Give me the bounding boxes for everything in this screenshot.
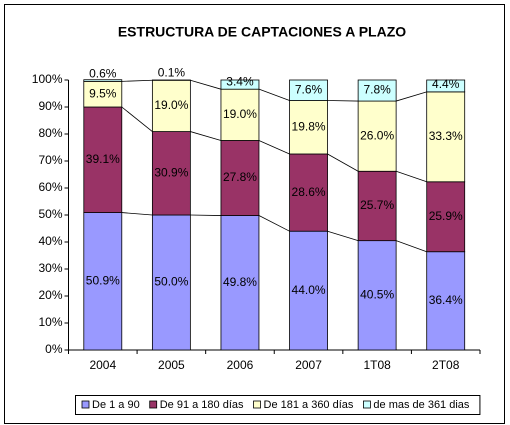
value-label: 3.4% [226,74,254,88]
bar-segment [357,100,397,172]
bar-segment [426,251,466,351]
y-tick-label: 50% [38,207,62,221]
y-tick-label: 10% [38,315,62,329]
value-label: 39.1% [86,152,120,166]
series-line [396,91,427,102]
y-tick-label: 20% [38,288,62,302]
value-label: 36.4% [429,293,463,307]
legend-box [75,395,481,415]
y-tick-label: 80% [38,126,62,140]
value-label: 44.0% [292,283,326,297]
bar-segment [426,79,466,93]
bar-segment [151,79,191,132]
legend-swatch [149,400,158,409]
value-label: 49.8% [223,275,257,289]
x-tick-label: 2006 [227,358,254,372]
y-tick-label: 100% [32,72,63,86]
value-label: 0.1% [158,65,186,79]
y-tick-label: 40% [38,234,62,248]
value-label: 7.8% [363,83,391,97]
series-line [190,131,222,141]
x-tick-label: 1T08 [363,358,391,372]
value-label: 19.0% [154,98,188,112]
bar-segment [357,240,397,351]
value-label: 0.6% [89,67,117,81]
series-line [327,153,359,172]
value-label: 9.5% [89,86,117,100]
legend-swatch [81,400,90,409]
y-tick-label: 0% [45,342,63,356]
bar-segment [83,212,123,351]
bar-segment [289,79,328,101]
bar-segment [83,106,123,213]
bar-segment [426,181,466,253]
value-label: 50.9% [86,273,120,287]
x-tick-label: 2005 [158,358,185,372]
bar-segment [220,215,260,351]
series-line [121,212,153,216]
value-label: 28.6% [292,185,326,199]
bar-segment [220,79,260,90]
series-line [190,214,221,216]
bar-segment [151,214,191,351]
bar-segment [426,91,466,183]
x-tick-label: 2T08 [432,358,460,372]
series-line [395,170,427,183]
bar-segment [357,79,397,102]
value-label: 30.9% [154,165,188,179]
legend-swatch [253,400,261,409]
legend-label: De 91 a 180 días [160,399,244,411]
series-line [121,106,153,132]
bar-segment [357,170,397,242]
value-label: 4.4% [432,77,460,91]
value-label: 33.3% [429,129,463,143]
value-label: 25.9% [429,209,463,223]
legend-label: de mas de 361 dias [373,399,470,411]
series-line [395,240,427,253]
chart-title: ESTRUCTURA DE CAPTACIONES A PLAZO [118,24,406,40]
series-line [327,230,359,242]
series-line [258,88,290,101]
bar-segment [289,100,328,155]
value-label: 50.0% [154,275,188,289]
y-tick-label: 60% [38,180,62,194]
series-line [190,79,222,90]
x-tick-label: 2007 [295,358,322,372]
bar-segment [289,153,328,232]
bar-segment [83,79,123,82]
series-line [121,79,153,82]
bar-segment [289,230,328,351]
y-tick-label: 30% [38,261,62,275]
series-line [258,140,290,155]
series-line [327,100,359,102]
bar-segment [83,80,123,108]
bar-segment [151,131,191,216]
value-label: 7.6% [295,82,323,96]
legend-swatch [363,400,371,409]
bar-segment [220,88,260,141]
value-label: 40.5% [360,287,394,301]
legend-label: De 1 a 90 [92,399,140,411]
series-line [258,215,290,232]
value-label: 19.8% [292,119,326,133]
value-label: 19.0% [223,107,257,121]
value-label: 26.0% [360,128,394,142]
x-tick-label: 2004 [89,358,116,372]
y-tick-label: 90% [38,99,62,113]
y-tick-label: 70% [38,153,62,167]
legend-label: De 181 a 360 días [264,399,354,411]
value-label: 27.8% [223,170,257,184]
value-label: 25.7% [360,198,394,212]
